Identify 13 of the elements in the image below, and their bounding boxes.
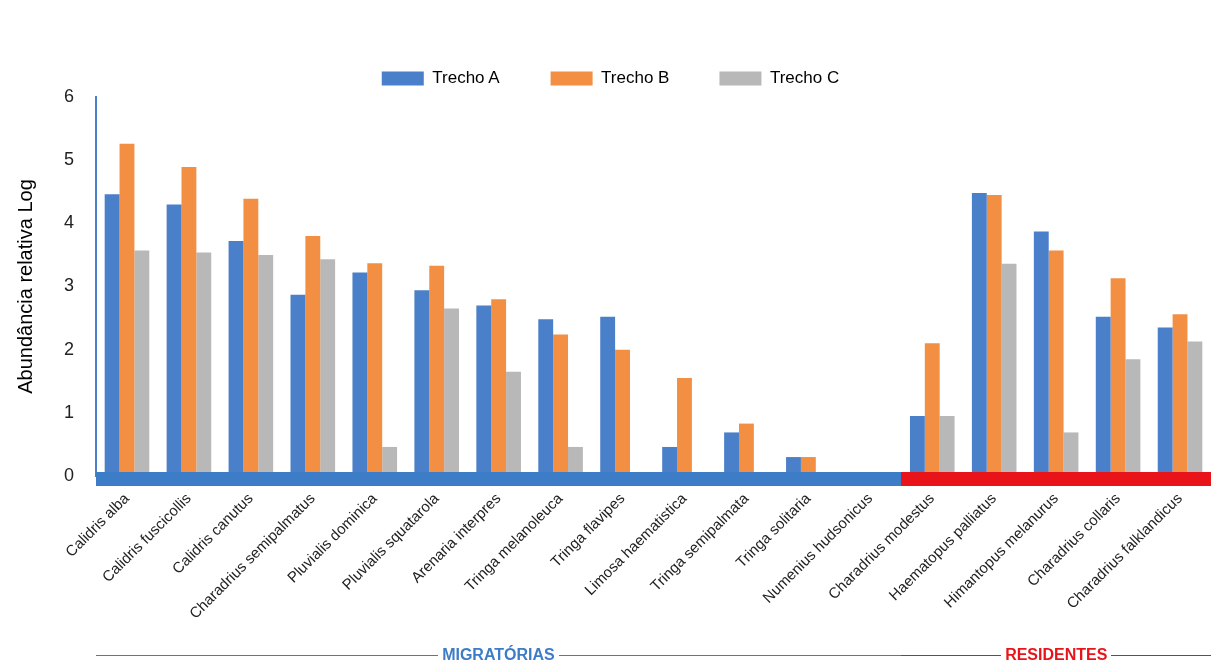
y-tick-label: 3 <box>64 275 75 296</box>
y-tick-label: 5 <box>64 149 75 170</box>
y-tick-label: 1 <box>64 401 75 422</box>
text: RESIDENTES <box>1005 645 1108 665</box>
legend-label: Trecho A <box>432 68 501 88</box>
y-axis-title: Abundância relativa Log <box>13 179 36 394</box>
legend-label: Trecho C <box>769 68 840 88</box>
y-tick-label: 6 <box>64 85 75 106</box>
y-tick-label: 0 <box>64 464 75 485</box>
legend-label: Trecho B <box>601 68 670 88</box>
y-tick-label: 4 <box>64 212 75 233</box>
text: MIGRATÓRIAS <box>442 645 555 665</box>
y-tick-label: 2 <box>64 338 75 359</box>
